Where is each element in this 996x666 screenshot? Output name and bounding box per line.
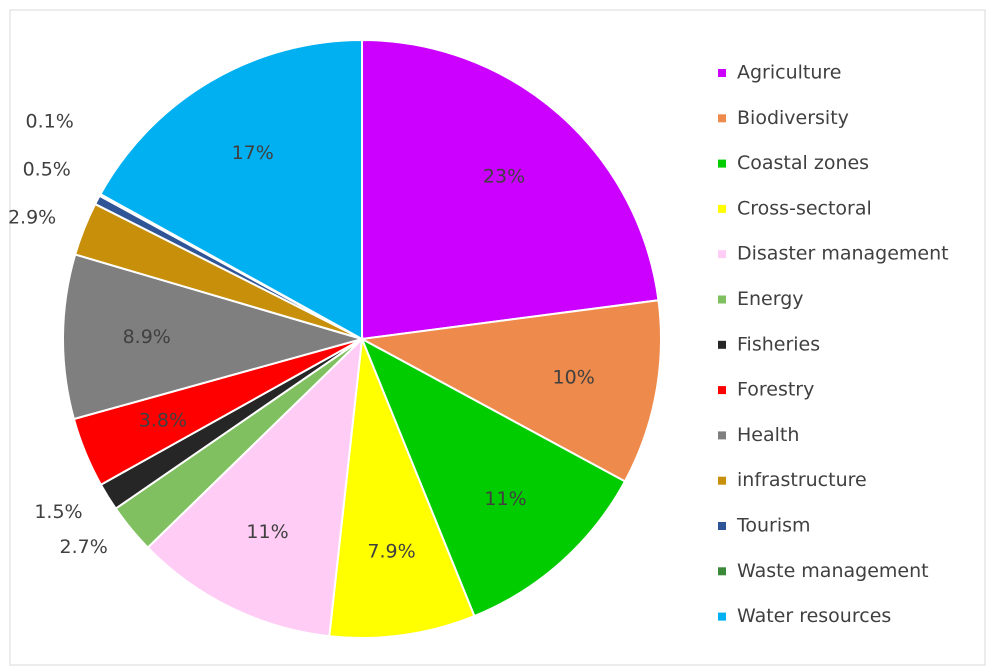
- legend-swatch: [718, 340, 726, 349]
- pie-slice: [358, 299, 662, 483]
- data-label: 0.5%: [23, 158, 71, 180]
- legend-label: Agriculture: [737, 62, 842, 84]
- legend-label: Health: [737, 424, 799, 446]
- pie-slice: [146, 336, 364, 638]
- legend-label: Waste management: [737, 560, 929, 582]
- legend-label: Water resources: [737, 605, 891, 627]
- data-label: 23%: [483, 166, 525, 188]
- pie-slice: [328, 338, 476, 639]
- data-label: 2.9%: [8, 206, 56, 228]
- data-label: 10%: [553, 367, 595, 389]
- legend-swatch: [718, 431, 726, 440]
- data-label: 0.1%: [26, 110, 74, 132]
- legend-label: Cross-sectoral: [737, 197, 872, 219]
- legend-label: Disaster management: [737, 243, 949, 265]
- pie-slice: [99, 38, 363, 341]
- data-label: 11%: [484, 488, 526, 510]
- legend-label: Forestry: [737, 379, 814, 401]
- legend-swatch: [718, 522, 726, 530]
- legend-swatch: [718, 69, 726, 77]
- legend-swatch: [718, 612, 726, 621]
- legend-swatch: [718, 295, 726, 304]
- data-label: 8.9%: [123, 326, 171, 348]
- legend-label: Coastal zones: [737, 152, 869, 174]
- legend-label: Biodiversity: [737, 107, 849, 129]
- data-label: 17%: [232, 142, 274, 164]
- data-label: 2.7%: [60, 536, 108, 558]
- legend-swatch: [718, 567, 726, 576]
- data-label: 1.5%: [34, 501, 82, 523]
- legend-label: Fisheries: [737, 333, 820, 355]
- legend-swatch: [718, 159, 726, 168]
- pie-slice: [361, 38, 660, 341]
- pie-slice: [360, 336, 627, 618]
- data-label: 3.8%: [139, 409, 187, 431]
- pie-slice: [62, 253, 366, 421]
- legend-label: Energy: [737, 288, 804, 310]
- legend-label: infrastructure: [737, 469, 867, 491]
- legend-swatch: [718, 250, 726, 259]
- legend-swatch: [718, 386, 726, 395]
- legend-swatch: [718, 476, 726, 485]
- legend-swatch: [718, 114, 726, 123]
- data-label: 7.9%: [367, 541, 415, 563]
- data-label: 11%: [246, 521, 288, 543]
- legend-label: Tourism: [736, 515, 811, 537]
- legend-swatch: [718, 204, 726, 213]
